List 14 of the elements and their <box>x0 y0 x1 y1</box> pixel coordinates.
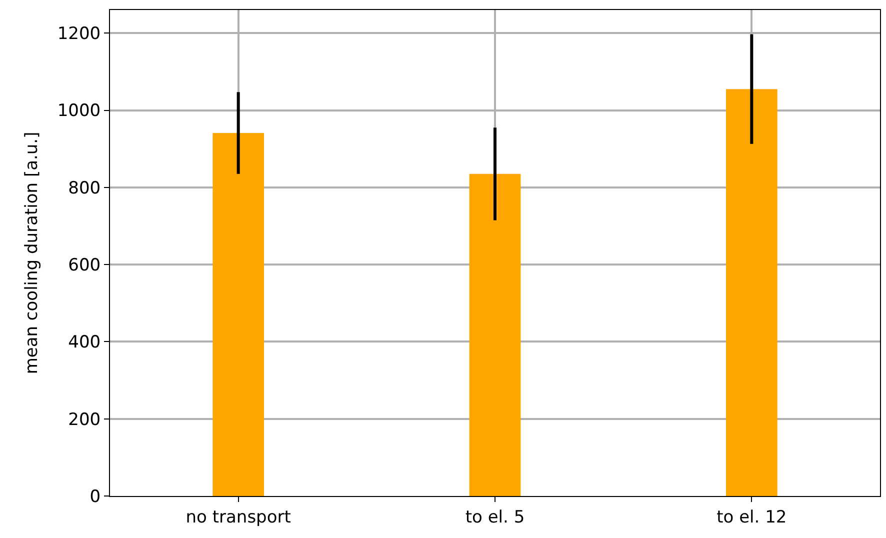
bar <box>469 174 521 496</box>
y-tick-label: 0 <box>90 486 101 507</box>
x-tick-label: no transport <box>186 507 292 528</box>
x-tick-label: to el. 5 <box>465 507 525 528</box>
y-tick-label: 800 <box>68 178 101 198</box>
bar <box>726 89 778 496</box>
x-tick-label: to el. 12 <box>716 507 787 528</box>
y-tick-label: 1200 <box>57 24 101 44</box>
y-tick-label: 400 <box>68 332 101 353</box>
y-axis-title: mean cooling duration [a.u.] <box>22 132 42 374</box>
y-tick-label: 600 <box>68 256 101 276</box>
y-tick-label: 1000 <box>57 101 101 122</box>
y-tick-label: 200 <box>68 410 101 430</box>
bar <box>212 133 264 496</box>
